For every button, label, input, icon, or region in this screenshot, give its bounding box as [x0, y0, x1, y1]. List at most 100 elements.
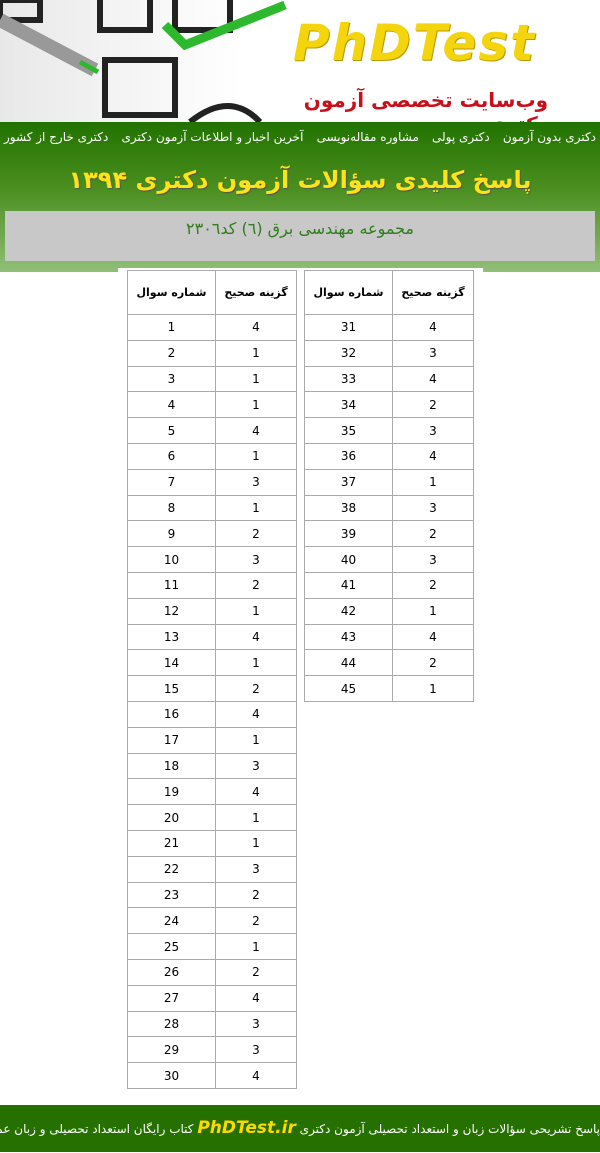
correct-answer: 1 — [215, 442, 297, 470]
correct-answer: 2 — [392, 520, 474, 548]
table-row: 18 3 — [127, 752, 297, 780]
site-logo[interactable]: PhDTest — [293, 14, 536, 72]
checklist-pen-icon — [0, 0, 287, 122]
correct-answer: 3 — [215, 855, 297, 883]
question-number: 8 — [127, 494, 216, 522]
correct-answer: 2 — [215, 881, 297, 909]
subtitle-box: مجموعه مهندسی برق (٦) کد۲۳۰٦ — [5, 211, 595, 261]
question-number: 24 — [127, 907, 216, 935]
correct-answer: 1 — [215, 339, 297, 367]
nav-item-paid-phd[interactable]: دکتری پولی — [432, 130, 490, 144]
correct-answer: 1 — [215, 494, 297, 522]
question-number: 7 — [127, 468, 216, 496]
header-question-number: شماره سوال — [127, 270, 216, 315]
correct-answer: 3 — [215, 752, 297, 780]
nav-item-latest-news[interactable]: آخرین اخبار و اطلاعات آزمون دکتری — [121, 130, 304, 144]
table-row: 27 4 — [127, 984, 297, 1012]
question-number: 33 — [304, 365, 393, 393]
correct-answer: 4 — [392, 314, 474, 341]
table-row: 20 1 — [127, 804, 297, 831]
page-title: پاسخ کلیدی سؤالات آزمون دکتری ۱۳۹۴ — [68, 166, 532, 194]
table-row: 32 3 — [304, 339, 474, 367]
top-nav: دکتری بدون آزمون دکتری پولی مشاوره مقاله… — [0, 130, 600, 144]
table-row: 29 3 — [127, 1036, 297, 1064]
table-row: 25 1 — [127, 933, 297, 960]
correct-answer: 1 — [215, 726, 297, 754]
table-row: 22 3 — [127, 855, 297, 883]
question-number: 14 — [127, 649, 216, 677]
table-row: 10 3 — [127, 546, 297, 573]
table-row: 15 2 — [127, 675, 297, 702]
question-number: 16 — [127, 700, 216, 728]
nav-item-no-exam-phd[interactable]: دکتری بدون آزمون — [502, 130, 596, 144]
correct-answer: 4 — [215, 314, 297, 341]
correct-answer: 2 — [215, 520, 297, 548]
question-number: 23 — [127, 881, 216, 909]
correct-answer: 4 — [215, 984, 297, 1012]
header-banner: PhDTest وب‌سایت تخصصی آزمون دکتری — [0, 0, 600, 136]
table-row: 11 2 — [127, 571, 297, 599]
correct-answer: 1 — [215, 804, 297, 831]
correct-answer: 3 — [215, 468, 297, 496]
correct-answer: 4 — [392, 442, 474, 470]
question-number: 40 — [304, 546, 393, 573]
question-number: 43 — [304, 623, 393, 651]
table-row: 26 2 — [127, 958, 297, 986]
nav-item-article-consulting[interactable]: مشاوره مقاله‌نویسی — [316, 130, 419, 144]
correct-answer: 4 — [392, 623, 474, 651]
question-number: 38 — [304, 494, 393, 522]
page-subtitle: مجموعه مهندسی برق (٦) کد۲۳۰٦ — [186, 219, 414, 238]
question-number: 4 — [127, 391, 216, 419]
correct-answer: 3 — [215, 1010, 297, 1038]
question-number: 45 — [304, 675, 393, 702]
correct-answer: 3 — [215, 1036, 297, 1064]
correct-answer: 2 — [392, 649, 474, 677]
question-number: 35 — [304, 417, 393, 444]
question-number: 5 — [127, 417, 216, 444]
table-row: 16 4 — [127, 700, 297, 728]
table-row: 41 2 — [304, 571, 474, 599]
table-row: 40 3 — [304, 546, 474, 573]
nav-item-phd-abroad[interactable]: دکتری خارج از کشور — [4, 130, 109, 144]
correct-answer: 3 — [392, 494, 474, 522]
table-row: 43 4 — [304, 623, 474, 651]
correct-answer: 4 — [392, 365, 474, 393]
question-number: 34 — [304, 391, 393, 419]
table-row: 45 1 — [304, 675, 474, 702]
footer-banner[interactable]: پاسخ تشریحی سؤالات زبان و استعداد تحصیلی… — [0, 1105, 600, 1152]
correct-answer: 3 — [392, 546, 474, 573]
table-row: 14 1 — [127, 649, 297, 677]
correct-answer: 4 — [215, 778, 297, 806]
question-number: 20 — [127, 804, 216, 831]
question-number: 2 — [127, 339, 216, 367]
correct-answer: 4 — [215, 417, 297, 444]
correct-answer: 1 — [215, 829, 297, 857]
footer-text-2: کتاب رایگان استعداد تحصیلی و زبان عمومی — [0, 1122, 194, 1136]
table-row: 13 4 — [127, 623, 297, 651]
table-row: 42 1 — [304, 597, 474, 625]
table-row: 44 2 — [304, 649, 474, 677]
correct-answer: 1 — [392, 597, 474, 625]
correct-answer: 3 — [392, 339, 474, 367]
question-number: 9 — [127, 520, 216, 548]
correct-answer: 2 — [392, 391, 474, 419]
question-number: 18 — [127, 752, 216, 780]
question-number: 32 — [304, 339, 393, 367]
question-number: 15 — [127, 675, 216, 702]
correct-answer: 3 — [392, 417, 474, 444]
table-row: 12 1 — [127, 597, 297, 625]
question-number: 1 — [127, 314, 216, 341]
correct-answer: 2 — [392, 571, 474, 599]
footer-brand[interactable]: PhDTest.ir — [197, 1118, 296, 1138]
table-row: 35 3 — [304, 417, 474, 444]
correct-answer: 3 — [215, 546, 297, 573]
table-row: 37 1 — [304, 468, 474, 496]
